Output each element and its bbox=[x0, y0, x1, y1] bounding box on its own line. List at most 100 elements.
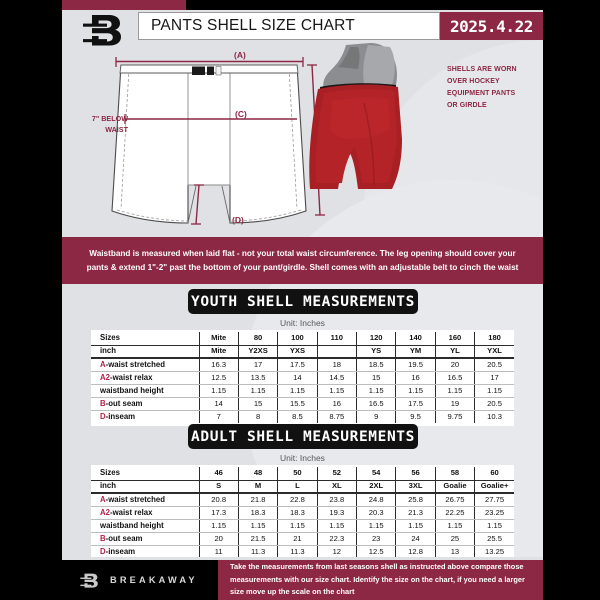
table-cell: 22.3 bbox=[316, 532, 357, 546]
youth-section-heading: YOUTH SHELL MEASUREMENTS bbox=[188, 289, 418, 314]
row-label-prefix: D bbox=[100, 546, 106, 556]
header: PANTS SHELL SIZE CHART 2025.4.22 bbox=[62, 10, 543, 46]
instruction-band-text: Waistband is measured when laid flat - n… bbox=[86, 248, 519, 272]
table-cell: 100 bbox=[277, 332, 318, 346]
table-cell: 16.3 bbox=[198, 358, 239, 372]
label-a: (A) bbox=[234, 50, 246, 60]
table-cell: 20 bbox=[198, 532, 239, 546]
table-cell: 10.3 bbox=[474, 410, 514, 423]
table-cell: 8.75 bbox=[316, 410, 357, 423]
page-title: PANTS SHELL SIZE CHART bbox=[151, 17, 355, 34]
table-cell: YS bbox=[355, 345, 396, 359]
table-row: waistband height 1.15 1.15 1.15 1.15 1.15 1.15… bbox=[91, 384, 514, 398]
table-cell: 17.5 bbox=[277, 358, 318, 372]
youth-unit-label: Unit: Inches bbox=[280, 318, 325, 328]
table-cell: 20.8 bbox=[198, 493, 239, 507]
table-cell: 18 bbox=[316, 358, 357, 372]
row-label: inch bbox=[91, 480, 199, 494]
footer-brand: BREAKAWAY bbox=[62, 560, 218, 600]
table-cell: 15.5 bbox=[277, 397, 318, 411]
row-label-prefix: A2 bbox=[100, 372, 110, 382]
row-label-prefix: A bbox=[100, 494, 106, 504]
row-label-prefix: A bbox=[100, 359, 106, 369]
table-cell: 1.15 bbox=[395, 519, 436, 533]
breakaway-b-logo-icon bbox=[80, 573, 98, 588]
table-cell: 17 bbox=[237, 358, 278, 372]
date-badge: 2025.4.22 bbox=[440, 12, 543, 40]
adult-section-heading: ADULT SHELL MEASUREMENTS bbox=[188, 424, 418, 449]
table-cell: 18.3 bbox=[277, 506, 318, 520]
table-row: inch S M L XL 2XL 3XL Goalie Goalie+ bbox=[91, 480, 514, 494]
table-cell: 19.5 bbox=[395, 358, 436, 372]
table-cell: 16 bbox=[316, 397, 357, 411]
table-cell: YM bbox=[395, 345, 436, 359]
table-cell: 7 bbox=[198, 410, 239, 423]
table-cell: 25.8 bbox=[395, 493, 436, 507]
row-label: waistband height bbox=[91, 384, 199, 398]
table-cell: 9.75 bbox=[434, 410, 475, 423]
table-cell: 23.8 bbox=[316, 493, 357, 507]
table-cell: 23 bbox=[355, 532, 396, 546]
table-cell: 180 bbox=[474, 332, 514, 346]
table-cell: 21.3 bbox=[395, 506, 436, 520]
table-cell: 9.5 bbox=[395, 410, 436, 423]
table-cell: 50 bbox=[277, 467, 318, 481]
instruction-band: Waistband is measured when laid flat - n… bbox=[62, 237, 543, 284]
table-cell: YXL bbox=[474, 345, 514, 359]
table-row: B-out seam 14 15 15.5 16 16.5 17.5 19 20.5 bbox=[91, 397, 514, 411]
row-label: A-waist stretched bbox=[91, 493, 199, 507]
youth-heading-label: YOUTH SHELL MEASUREMENTS bbox=[191, 293, 415, 310]
table-cell: 14.5 bbox=[316, 371, 357, 385]
footer-instruction-text: Take the measurements from last seasons … bbox=[230, 561, 525, 597]
waist-note-line2: WAIST bbox=[105, 125, 128, 135]
row-label: A2-waist relax bbox=[91, 506, 199, 520]
table-cell: 8 bbox=[237, 410, 278, 423]
table-cell: 17.5 bbox=[395, 397, 436, 411]
row-label-prefix: B bbox=[100, 398, 106, 408]
row-label-prefix: B bbox=[100, 533, 106, 543]
table-cell: 20.3 bbox=[355, 506, 396, 520]
table-cell: 1.15 bbox=[198, 384, 239, 398]
row-label-prefix: A2 bbox=[100, 507, 110, 517]
row-label: D-inseam bbox=[100, 411, 136, 421]
table-cell: 27.75 bbox=[474, 493, 514, 507]
table-cell: 17 bbox=[474, 371, 514, 385]
row-label: Sizes bbox=[91, 332, 199, 346]
table-cell: 11 bbox=[198, 545, 239, 558]
table-cell: 1.15 bbox=[277, 519, 318, 533]
table-cell: Goalie+ bbox=[474, 480, 514, 494]
table-cell: L bbox=[277, 480, 318, 494]
table-row: A2-waist relax 17.3 18.3 18.3 19.3 20.3 21.3 22… bbox=[91, 506, 514, 520]
table-cell: 14 bbox=[198, 397, 239, 411]
table-cell: 1.15 bbox=[355, 519, 396, 533]
table-cell: 24.8 bbox=[355, 493, 396, 507]
table-cell: 1.15 bbox=[434, 384, 475, 398]
footer-instruction: Take the measurements from last seasons … bbox=[218, 560, 543, 600]
breakaway-b-logo-icon bbox=[83, 15, 121, 46]
table-cell: YL bbox=[434, 345, 475, 359]
table-cell: 8.5 bbox=[277, 410, 318, 423]
table-cell: 1.15 bbox=[237, 519, 278, 533]
adult-measurements-table: Sizes 46 48 50 52 54 56 58 60 inch S M L XL 2XL 3XL Goal… bbox=[91, 467, 514, 558]
table-cell: 15 bbox=[237, 397, 278, 411]
table-cell: 9 bbox=[355, 410, 396, 423]
table-cell: 1.15 bbox=[277, 384, 318, 398]
table-cell: 56 bbox=[395, 467, 436, 481]
waist-note: 7" BELOW WAIST bbox=[62, 113, 128, 135]
youth-measurements-table: Sizes Mite 80 100 110 120 140 160 180 inch Mite Y2X… bbox=[91, 332, 514, 423]
table-cell: 46 bbox=[198, 467, 239, 481]
table-cell: S bbox=[198, 480, 239, 494]
table-cell: 19.3 bbox=[316, 506, 357, 520]
product-note: SHELLS ARE WORN OVER HOCKEY EQUIPMENT PANT… bbox=[447, 66, 517, 110]
product-photo-red-shell bbox=[309, 43, 402, 189]
table-cell: 160 bbox=[434, 332, 475, 346]
table-row: Sizes Mite 80 100 110 120 140 160 180 bbox=[91, 332, 514, 346]
table-cell: 24 bbox=[395, 532, 436, 546]
adult-heading-label: ADULT SHELL MEASUREMENTS bbox=[191, 428, 415, 445]
table-cell: 26.75 bbox=[434, 493, 475, 507]
table-cell: Y2XS bbox=[237, 345, 278, 359]
table-cell: 21.8 bbox=[237, 493, 278, 507]
table-cell: 16.5 bbox=[434, 371, 475, 385]
table-cell: Mite bbox=[198, 345, 239, 359]
table-cell: 3XL bbox=[395, 480, 436, 494]
